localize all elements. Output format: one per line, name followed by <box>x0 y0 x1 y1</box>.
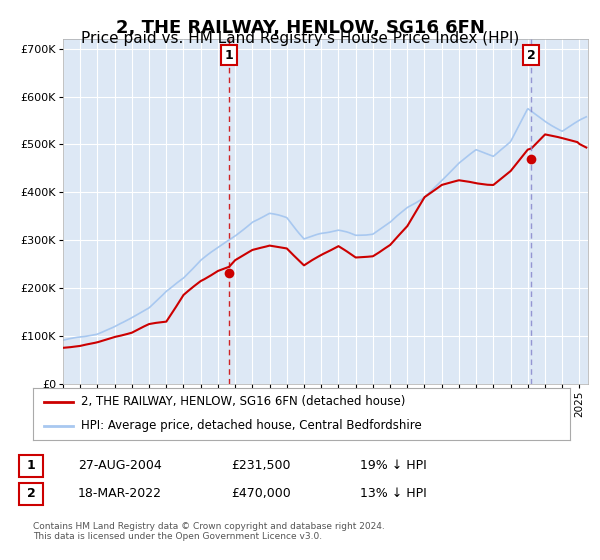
Text: 2: 2 <box>27 487 35 501</box>
Text: 13% ↓ HPI: 13% ↓ HPI <box>360 487 427 501</box>
Text: 1: 1 <box>225 49 233 62</box>
Text: 18-MAR-2022: 18-MAR-2022 <box>78 487 162 501</box>
Text: Price paid vs. HM Land Registry's House Price Index (HPI): Price paid vs. HM Land Registry's House … <box>81 31 519 46</box>
Text: £470,000: £470,000 <box>231 487 291 501</box>
Text: This data is licensed under the Open Government Licence v3.0.: This data is licensed under the Open Gov… <box>33 532 322 541</box>
Text: 2, THE RAILWAY, HENLOW, SG16 6FN (detached house): 2, THE RAILWAY, HENLOW, SG16 6FN (detach… <box>82 395 406 408</box>
Text: Contains HM Land Registry data © Crown copyright and database right 2024.: Contains HM Land Registry data © Crown c… <box>33 522 385 531</box>
Text: 1: 1 <box>27 459 35 473</box>
Text: 2: 2 <box>527 49 536 62</box>
Text: £231,500: £231,500 <box>231 459 290 473</box>
Text: 2, THE RAILWAY, HENLOW, SG16 6FN: 2, THE RAILWAY, HENLOW, SG16 6FN <box>116 19 484 37</box>
Text: HPI: Average price, detached house, Central Bedfordshire: HPI: Average price, detached house, Cent… <box>82 419 422 432</box>
Text: 19% ↓ HPI: 19% ↓ HPI <box>360 459 427 473</box>
Text: 27-AUG-2004: 27-AUG-2004 <box>78 459 162 473</box>
